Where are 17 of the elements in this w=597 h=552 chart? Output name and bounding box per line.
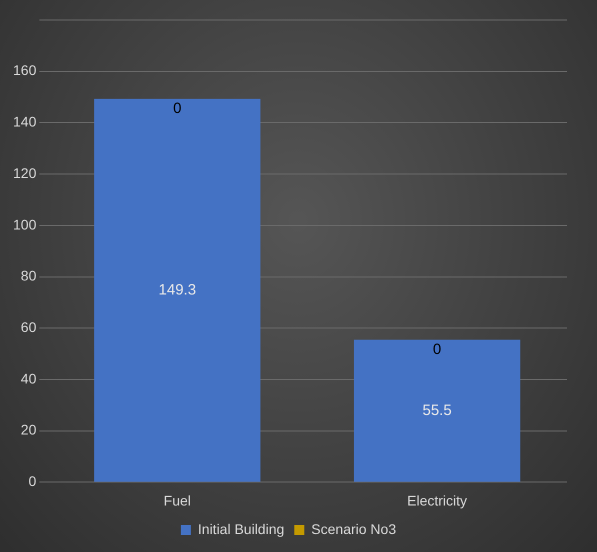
y-tick-label: 100 xyxy=(13,216,37,232)
y-tick-label: 0 xyxy=(28,473,37,490)
legend-label: Scenario No3 xyxy=(311,520,396,537)
data-label: 0 xyxy=(432,340,442,358)
x-tick-label: Electricity xyxy=(407,492,468,508)
y-tick-label: 120 xyxy=(13,164,37,181)
data-label: 0 xyxy=(173,100,182,117)
y-tick-label: 140 xyxy=(13,114,37,130)
y-tick-label: 20 xyxy=(20,422,37,438)
data-label: 149.3 xyxy=(158,281,196,298)
y-tick-label: 60 xyxy=(20,318,37,335)
x-tick-label: Fuel xyxy=(164,492,191,508)
data-label: 55.5 xyxy=(422,402,452,419)
y-tick-label: 160 xyxy=(13,62,37,78)
legend-label: Initial Building xyxy=(198,520,284,537)
y-tick-label: 80 xyxy=(20,268,37,284)
y-tick-label: 40 xyxy=(20,370,37,386)
